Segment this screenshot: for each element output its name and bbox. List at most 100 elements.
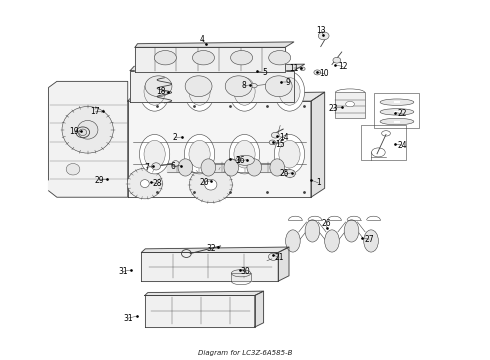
Bar [374, 93, 419, 128]
Ellipse shape [225, 76, 252, 96]
Text: 26: 26 [321, 219, 331, 228]
Text: 7: 7 [144, 163, 149, 172]
Polygon shape [145, 296, 255, 327]
Text: 30: 30 [240, 267, 250, 276]
Text: 4: 4 [200, 35, 205, 44]
Text: Diagram for LC3Z-6A585-B: Diagram for LC3Z-6A585-B [198, 350, 292, 356]
Polygon shape [135, 42, 294, 47]
Text: 3: 3 [235, 156, 240, 165]
Ellipse shape [62, 107, 113, 153]
Text: 5: 5 [262, 68, 267, 77]
Polygon shape [130, 64, 305, 71]
Ellipse shape [189, 78, 210, 105]
Ellipse shape [189, 167, 232, 203]
Ellipse shape [265, 76, 292, 96]
Ellipse shape [314, 70, 321, 75]
Text: 25: 25 [280, 170, 290, 179]
Ellipse shape [269, 253, 278, 260]
Ellipse shape [270, 159, 285, 176]
Ellipse shape [229, 72, 260, 111]
Ellipse shape [380, 109, 414, 115]
Ellipse shape [344, 220, 359, 242]
Text: 2: 2 [173, 133, 177, 142]
Polygon shape [142, 247, 289, 252]
Text: 17: 17 [91, 107, 100, 116]
Polygon shape [231, 273, 251, 281]
Polygon shape [49, 81, 128, 197]
Ellipse shape [234, 140, 255, 168]
Ellipse shape [269, 140, 275, 145]
Ellipse shape [279, 78, 300, 105]
Text: 22: 22 [397, 109, 407, 118]
Ellipse shape [236, 155, 254, 165]
Text: 24: 24 [397, 141, 407, 150]
Ellipse shape [234, 78, 255, 105]
Ellipse shape [305, 220, 320, 242]
Ellipse shape [205, 179, 217, 190]
Polygon shape [255, 291, 264, 327]
Text: 27: 27 [364, 235, 374, 244]
Polygon shape [142, 252, 278, 281]
Ellipse shape [300, 67, 305, 71]
Ellipse shape [127, 168, 162, 199]
Polygon shape [278, 247, 289, 281]
Ellipse shape [271, 132, 279, 138]
Ellipse shape [276, 81, 282, 85]
Polygon shape [128, 92, 325, 101]
Text: 23: 23 [328, 104, 338, 113]
Ellipse shape [269, 50, 291, 65]
Ellipse shape [274, 72, 305, 111]
Ellipse shape [184, 134, 215, 174]
Text: 13: 13 [317, 26, 326, 35]
Text: 1: 1 [316, 178, 320, 187]
Text: 19: 19 [69, 127, 79, 136]
Text: 11: 11 [289, 64, 298, 73]
Ellipse shape [325, 230, 339, 252]
Text: 28: 28 [152, 179, 162, 188]
Ellipse shape [345, 102, 354, 107]
Ellipse shape [380, 99, 414, 105]
Text: 31: 31 [123, 314, 133, 323]
Text: 16: 16 [235, 157, 245, 166]
Polygon shape [145, 291, 264, 296]
Text: 10: 10 [319, 69, 329, 78]
Polygon shape [130, 71, 294, 102]
Text: 8: 8 [242, 81, 246, 90]
Ellipse shape [66, 163, 80, 175]
Text: 31: 31 [118, 267, 128, 276]
Ellipse shape [154, 50, 176, 65]
Polygon shape [135, 47, 285, 72]
Ellipse shape [140, 72, 170, 111]
Ellipse shape [224, 159, 239, 176]
Ellipse shape [286, 230, 300, 252]
Ellipse shape [152, 163, 160, 170]
Ellipse shape [77, 121, 98, 139]
Text: 12: 12 [338, 62, 347, 71]
Ellipse shape [231, 50, 252, 65]
Ellipse shape [193, 50, 215, 65]
Ellipse shape [185, 76, 212, 96]
Ellipse shape [144, 140, 165, 168]
Ellipse shape [250, 84, 257, 88]
Ellipse shape [318, 32, 329, 40]
Ellipse shape [144, 78, 165, 105]
Ellipse shape [79, 129, 87, 135]
Ellipse shape [141, 180, 149, 188]
Ellipse shape [279, 140, 300, 168]
Ellipse shape [201, 159, 216, 176]
Ellipse shape [145, 76, 172, 96]
Text: 29: 29 [94, 176, 104, 185]
Ellipse shape [140, 134, 170, 174]
Polygon shape [128, 101, 311, 197]
Ellipse shape [231, 270, 251, 277]
Ellipse shape [172, 161, 179, 166]
Ellipse shape [184, 72, 215, 111]
Ellipse shape [364, 230, 378, 252]
Text: 18: 18 [156, 86, 166, 95]
Ellipse shape [380, 118, 414, 125]
Text: 14: 14 [279, 133, 289, 142]
Text: 6: 6 [170, 162, 175, 171]
Bar [361, 125, 406, 160]
Text: 15: 15 [275, 140, 285, 149]
Ellipse shape [274, 134, 305, 174]
